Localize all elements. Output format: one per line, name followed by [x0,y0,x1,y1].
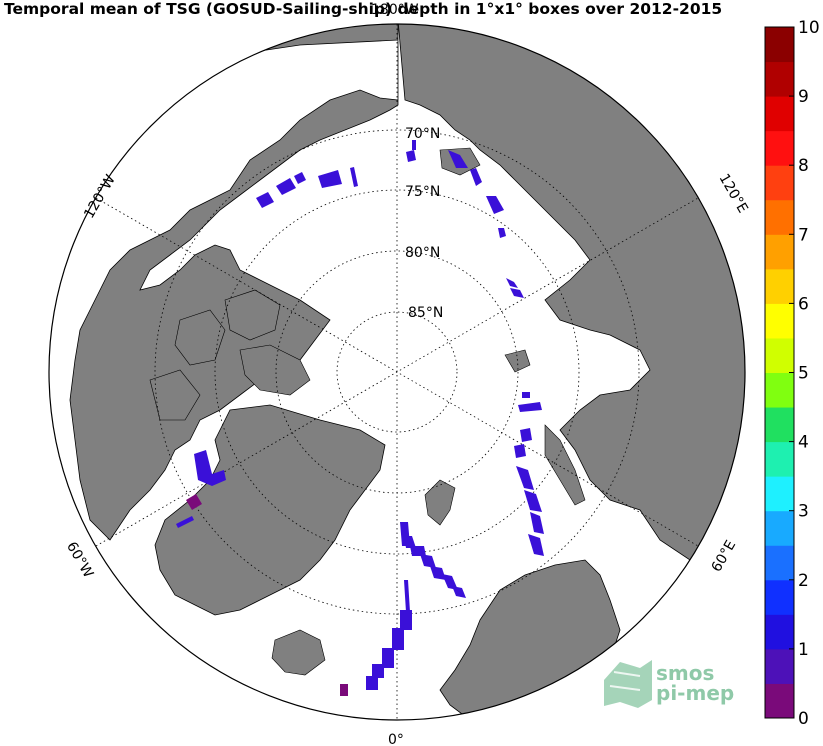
colorbar-tick-label: 8 [798,156,809,176]
track-boxes [176,140,544,690]
colorbar-tick-label: 7 [798,225,809,245]
colorbar-segment [765,372,794,408]
lon-label-180w: 180°W [371,2,419,18]
logo-text-pimep: pi-mep [656,681,734,705]
land-novaya-zemlya [544,424,586,506]
land-archipelago-1 [224,289,281,341]
logo-text-smos: smos [656,661,714,685]
colorbar-segment [765,441,794,477]
colorbar-segment [765,268,794,304]
track-boxes-dark [186,494,348,696]
colorbar-segment [765,165,794,201]
lon-label-60w: 60°W [63,539,96,581]
colorbar-tick-label: 3 [798,502,809,522]
lat-label-85: 85°N [408,305,443,321]
colorbar-segment [765,234,794,270]
colorbar-segment [765,130,794,166]
colorbar-segment [765,337,794,373]
colorbar-segment [765,407,794,443]
land-archipelago-2 [174,309,226,366]
land-archipelago-3 [239,344,311,396]
colorbar-segment [765,96,794,132]
lon-label-0: 0° [388,732,404,746]
colorbar-tick-label: 6 [798,294,809,314]
colorbar-tick-label: 1 [798,640,809,660]
colorbar-tick-label: 0 [798,709,809,729]
colorbar-segment [765,27,794,63]
logo-mark [604,660,652,708]
lat-label-80: 80°N [405,245,440,261]
colorbar: 0 1 2 3 4 5 6 7 8 9 10 [764,18,820,729]
colorbar-tick-label: 4 [798,433,809,453]
lat-label-70: 70°N [405,126,440,142]
colorbar-segment [765,303,794,339]
colorbar-segment [765,476,794,512]
land-archipelago-4 [149,369,201,421]
lat-label-75: 75°N [405,184,440,200]
smos-logo: smos pi-mep [604,660,734,708]
colorbar-segment [765,648,794,684]
colorbar-tick-label: 9 [798,87,809,107]
colorbar-segment [765,199,794,235]
colorbar-segment [765,614,794,650]
colorbar-segment [765,510,794,546]
colorbar-tick-label: 10 [798,18,820,38]
colorbar-tick-label: 5 [798,364,809,384]
colorbar-segment [765,61,794,97]
map-title: Temporal mean of TSG (GOSUD-Sailing-ship… [4,0,723,18]
land-iceland [271,629,326,676]
colorbar-segment [765,545,794,581]
land-franz-josef [504,349,531,373]
land-svalbard [424,479,456,526]
colorbar-segment [765,683,794,719]
graticule-meridians [95,24,699,720]
lon-label-60e: 60°E [709,538,740,575]
colorbar-segment [765,579,794,615]
colorbar-tick-label: 2 [798,571,809,591]
lon-label-120e: 120°E [716,171,751,216]
